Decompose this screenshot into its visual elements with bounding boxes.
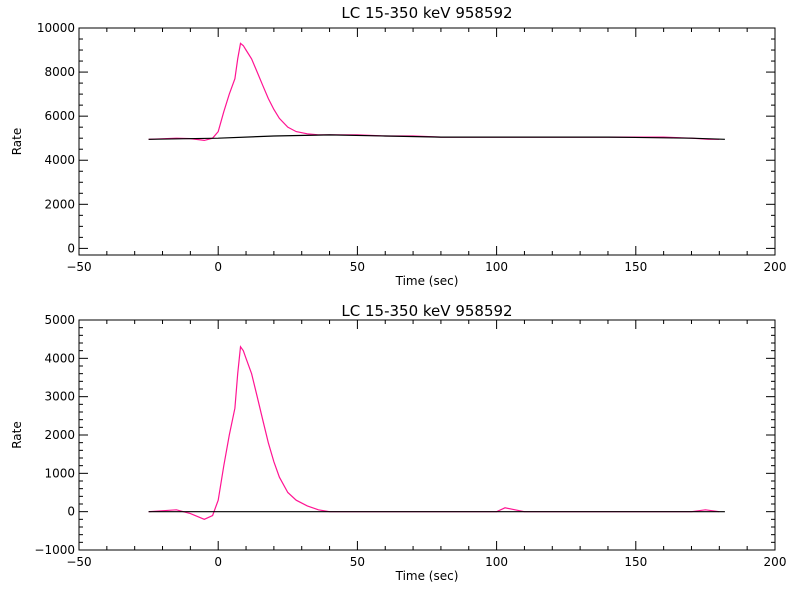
x-tick-label: 200 <box>764 555 787 569</box>
y-tick-label: −1000 <box>34 543 75 557</box>
x-tick-label: −50 <box>66 555 91 569</box>
x-tick-label: 0 <box>214 555 222 569</box>
y-tick-label: 6000 <box>44 109 75 123</box>
x-tick-label: 200 <box>764 260 787 274</box>
x-tick-label: 0 <box>214 260 222 274</box>
plot-frame <box>78 319 776 551</box>
x-tick-label: 100 <box>485 555 508 569</box>
y-tick-label: 3000 <box>44 390 75 404</box>
y-tick-label: 2000 <box>44 197 75 211</box>
x-tick-label: −50 <box>66 260 91 274</box>
x-axis-label: Time (sec) <box>395 569 459 583</box>
chart-title: LC 15-350 keV 958592 <box>341 4 512 22</box>
series-background-fit <box>148 134 725 140</box>
y-axis-label: Rate <box>10 421 24 449</box>
y-tick-label: 2000 <box>44 428 75 442</box>
chart-panel-1: LC 15-350 keV 958592−50 0 50 100 150 20002000… <box>10 4 786 288</box>
y-tick-label: 4000 <box>44 351 75 365</box>
chart-panel-2: LC 15-350 keV 958592 −50 0 50 100 150 200 −1000… <box>10 302 786 583</box>
y-tick-label: 0 <box>67 241 75 255</box>
x-axis-label: Time (sec) <box>395 274 459 288</box>
y-tick-label: 5000 <box>44 313 75 327</box>
chart-title: LC 15-350 keV 958592 <box>341 302 512 320</box>
x-tick-label: 150 <box>624 260 647 274</box>
y-tick-label: 0 <box>67 505 75 519</box>
y-axis-label: Rate <box>10 128 24 156</box>
plot-frame <box>78 27 776 256</box>
series-light-curve <box>148 345 720 520</box>
x-tick-label: 100 <box>485 260 508 274</box>
series-light-curve <box>148 42 720 142</box>
x-tick-label: 150 <box>624 555 647 569</box>
y-tick-label: 8000 <box>44 65 75 79</box>
y-tick-label: 4000 <box>44 153 75 167</box>
x-tick-label: 50 <box>350 260 365 274</box>
y-tick-label: 10000 <box>37 21 75 35</box>
y-tick-label: 1000 <box>44 466 75 480</box>
x-tick-label: 50 <box>350 555 365 569</box>
